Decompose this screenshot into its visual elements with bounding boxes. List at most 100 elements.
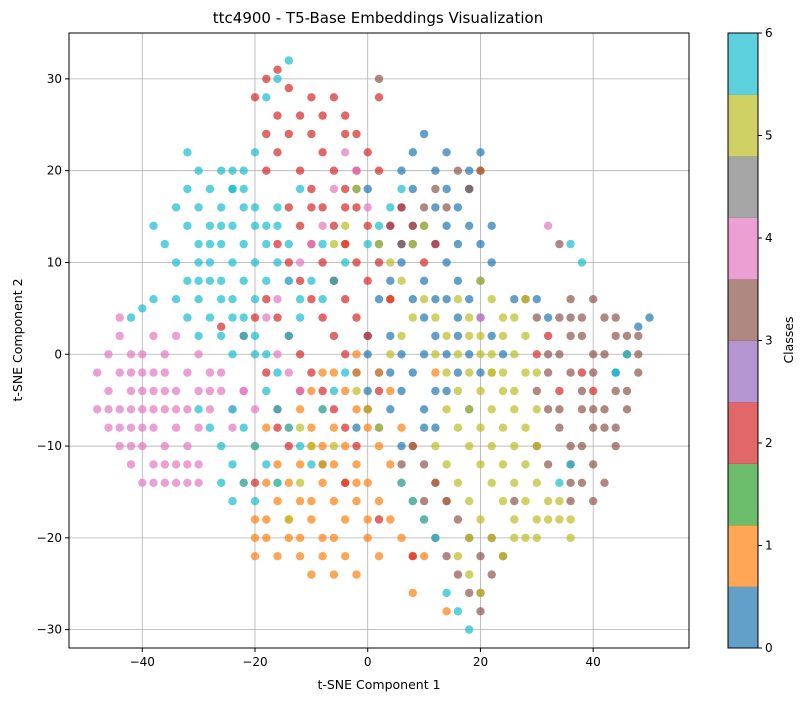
scatter-point-class-4 bbox=[363, 203, 372, 212]
colorbar-label: Classes bbox=[781, 316, 796, 363]
scatter-point-class-6 bbox=[341, 258, 350, 267]
scatter-point-class-1 bbox=[307, 386, 316, 396]
scatter-point-class-0 bbox=[510, 295, 519, 304]
scatter-point-class-3 bbox=[419, 460, 429, 469]
y-tick-label: −20 bbox=[37, 531, 62, 545]
scatter-point-class-0 bbox=[431, 386, 440, 396]
scatter-point-class-3 bbox=[374, 74, 384, 84]
scatter-point-class-6 bbox=[228, 295, 237, 304]
scatter-point-class-4 bbox=[138, 405, 147, 414]
scatter-point-class-2 bbox=[273, 313, 282, 322]
scatter-point-class-1 bbox=[307, 515, 316, 524]
scatter-point-class-6 bbox=[239, 184, 248, 194]
scatter-point-class-6 bbox=[622, 350, 632, 359]
scatter-point-class-0 bbox=[442, 148, 451, 157]
scatter-point-class-0 bbox=[363, 386, 372, 396]
scatter-point-class-6 bbox=[194, 331, 203, 341]
scatter-point-class-5 bbox=[476, 276, 485, 285]
scatter-point-class-4 bbox=[239, 386, 248, 396]
scatter-point-class-5 bbox=[453, 552, 463, 561]
y-tick-label: 0 bbox=[54, 347, 62, 361]
scatter-point-class-3 bbox=[622, 405, 632, 414]
scatter-point-class-5 bbox=[476, 588, 485, 598]
scatter-point-class-1 bbox=[273, 460, 282, 469]
colorbar-tick-label: 4 bbox=[765, 231, 773, 245]
scatter-point-class-6 bbox=[239, 203, 248, 212]
scatter-point-class-3 bbox=[408, 221, 417, 230]
scatter-point-class-2 bbox=[341, 350, 350, 359]
scatter-point-class-4 bbox=[228, 423, 237, 432]
scatter-point-class-6 bbox=[363, 239, 372, 249]
scatter-point-class-6 bbox=[566, 460, 575, 469]
x-tick-label: 40 bbox=[586, 655, 601, 669]
scatter-point-class-5 bbox=[453, 350, 463, 359]
scatter-point-class-2 bbox=[273, 239, 282, 249]
scatter-point-class-3 bbox=[555, 423, 564, 432]
scatter-point-class-2 bbox=[318, 111, 327, 120]
scatter-point-class-4 bbox=[205, 386, 215, 396]
scatter-point-class-3 bbox=[566, 331, 575, 341]
scatter-point-class-6 bbox=[239, 478, 248, 487]
scatter-point-class-3 bbox=[442, 496, 451, 506]
scatter-point-class-6 bbox=[295, 313, 305, 322]
scatter-point-class-5 bbox=[465, 313, 474, 322]
scatter-point-class-2 bbox=[262, 368, 271, 377]
scatter-point-class-5 bbox=[476, 350, 485, 359]
scatter-point-class-6 bbox=[273, 405, 282, 414]
colorbar-segment bbox=[728, 586, 758, 649]
scatter-point-class-6 bbox=[217, 441, 226, 451]
scatter-point-class-2 bbox=[341, 423, 350, 432]
scatter-point-class-3 bbox=[589, 460, 598, 469]
scatter-point-class-6 bbox=[228, 184, 237, 194]
scatter-point-class-1 bbox=[408, 588, 417, 598]
scatter-point-class-2 bbox=[431, 239, 440, 249]
scatter-point-class-6 bbox=[262, 386, 271, 396]
scatter-point-class-4 bbox=[160, 405, 169, 414]
scatter-point-class-5 bbox=[487, 441, 496, 451]
scatter-point-class-4 bbox=[205, 405, 215, 414]
scatter-point-class-2 bbox=[329, 166, 339, 175]
colorbar-segment bbox=[728, 94, 758, 157]
colorbar-tick-label: 1 bbox=[765, 539, 773, 553]
scatter-point-class-5 bbox=[521, 533, 530, 543]
scatter-point-class-4 bbox=[183, 405, 192, 414]
scatter-point-class-2 bbox=[329, 93, 339, 102]
scatter-point-class-0 bbox=[431, 203, 440, 212]
scatter-point-class-5 bbox=[532, 533, 541, 543]
scatter-point-class-6 bbox=[194, 276, 203, 285]
scatter-point-class-0 bbox=[476, 239, 485, 249]
y-axis-ticks: −30 −20 −10 0 10 20 30 bbox=[37, 72, 69, 637]
scatter-point-class-5 bbox=[442, 460, 451, 469]
scatter-point-class-0 bbox=[386, 331, 395, 341]
scatter-point-class-6 bbox=[217, 221, 226, 230]
scatter-point-class-3 bbox=[442, 203, 451, 212]
scatter-point-class-5 bbox=[532, 515, 541, 524]
scatter-point-class-4 bbox=[295, 386, 305, 396]
scatter-point-class-5 bbox=[555, 496, 564, 506]
colorbar-segment bbox=[728, 463, 758, 526]
scatter-point-class-1 bbox=[262, 478, 271, 487]
scatter-point-class-5 bbox=[498, 368, 508, 377]
scatter-point-class-2 bbox=[318, 148, 327, 157]
scatter-point-class-5 bbox=[329, 239, 339, 249]
scatter-point-class-5 bbox=[510, 313, 519, 322]
scatter-point-class-1 bbox=[352, 368, 361, 377]
scatter-point-class-0 bbox=[419, 350, 429, 359]
scatter-point-class-2 bbox=[363, 331, 372, 341]
scatter-point-class-0 bbox=[442, 184, 451, 194]
scatter-point-class-1 bbox=[386, 386, 395, 396]
scatter-point-class-6 bbox=[577, 258, 587, 267]
scatter-point-class-1 bbox=[442, 607, 451, 616]
scatter-point-class-3 bbox=[577, 386, 587, 396]
scatter-point-class-2 bbox=[307, 295, 316, 304]
scatter-point-class-2 bbox=[341, 184, 350, 194]
scatter-point-class-6 bbox=[217, 166, 226, 175]
scatter-point-class-3 bbox=[397, 239, 406, 249]
scatter-point-class-4 bbox=[138, 478, 147, 487]
scatter-point-class-6 bbox=[217, 203, 226, 212]
scatter-point-class-0 bbox=[465, 295, 474, 304]
scatter-point-class-4 bbox=[183, 368, 192, 377]
scatter-point-class-4 bbox=[217, 386, 226, 396]
scatter-point-class-3 bbox=[589, 295, 598, 304]
